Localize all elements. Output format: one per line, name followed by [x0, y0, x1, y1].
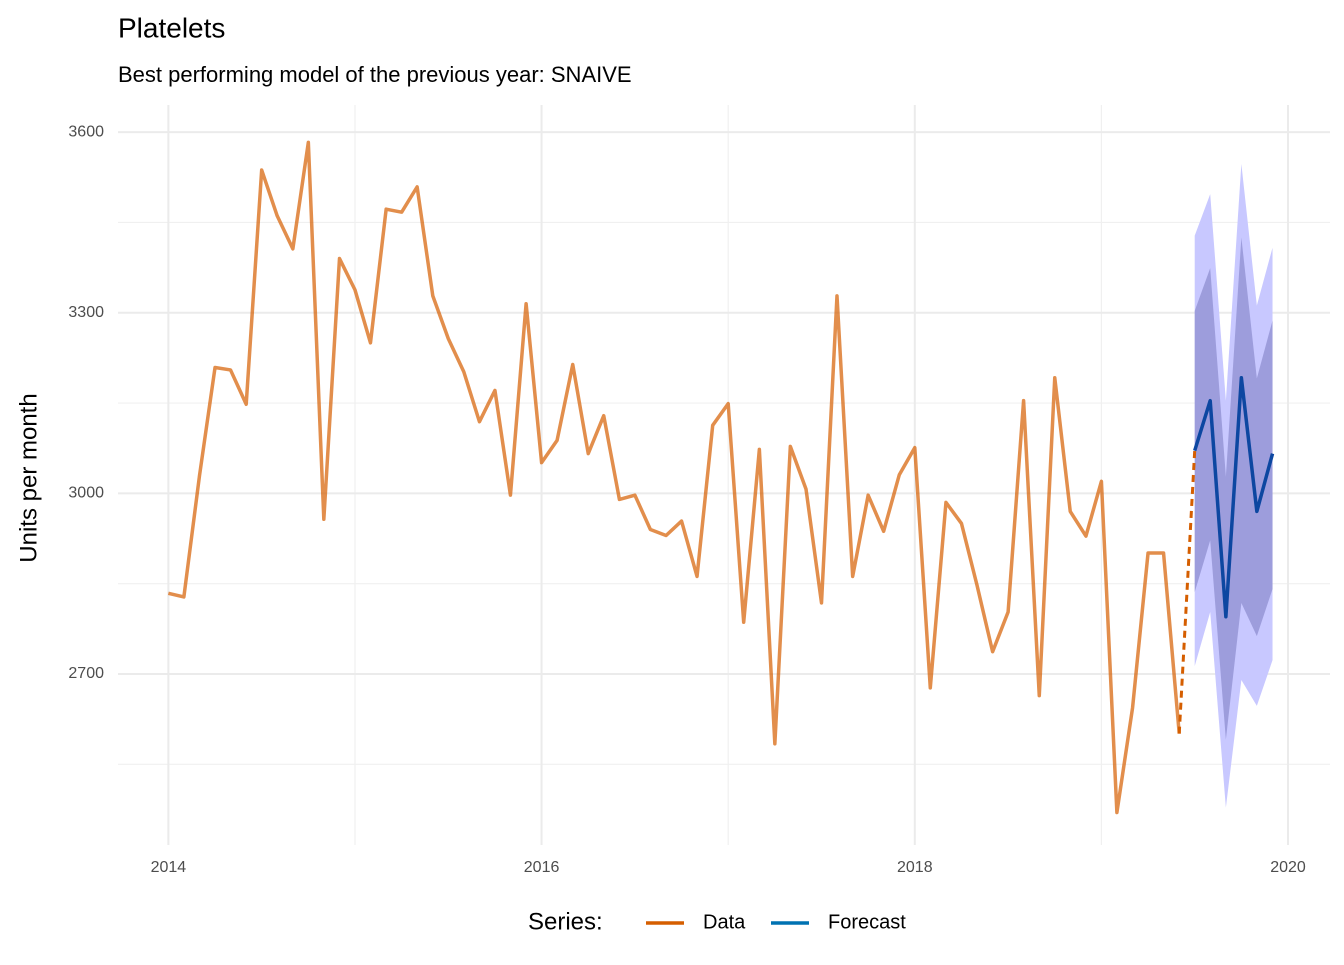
chart-title: Platelets [118, 12, 225, 43]
x-tick-label: 2016 [524, 859, 560, 876]
legend-label: Data [703, 911, 746, 933]
series-line [1193, 376, 1275, 619]
y-axis-label: Units per month [15, 393, 42, 562]
series-line [167, 140, 1181, 815]
y-tick-label: 2700 [68, 665, 104, 682]
x-tick-label: 2014 [151, 859, 187, 876]
x-tick-label: 2018 [897, 859, 933, 876]
y-tick-label: 3300 [68, 304, 104, 321]
chart-subtitle: Best performing model of the previous ye… [118, 62, 632, 87]
legend-label: Forecast [828, 911, 906, 933]
legend-title: Series: [528, 908, 603, 935]
x-tick-label: 2020 [1270, 859, 1306, 876]
y-tick-label: 3600 [68, 123, 104, 140]
y-tick-label: 3000 [68, 485, 104, 502]
